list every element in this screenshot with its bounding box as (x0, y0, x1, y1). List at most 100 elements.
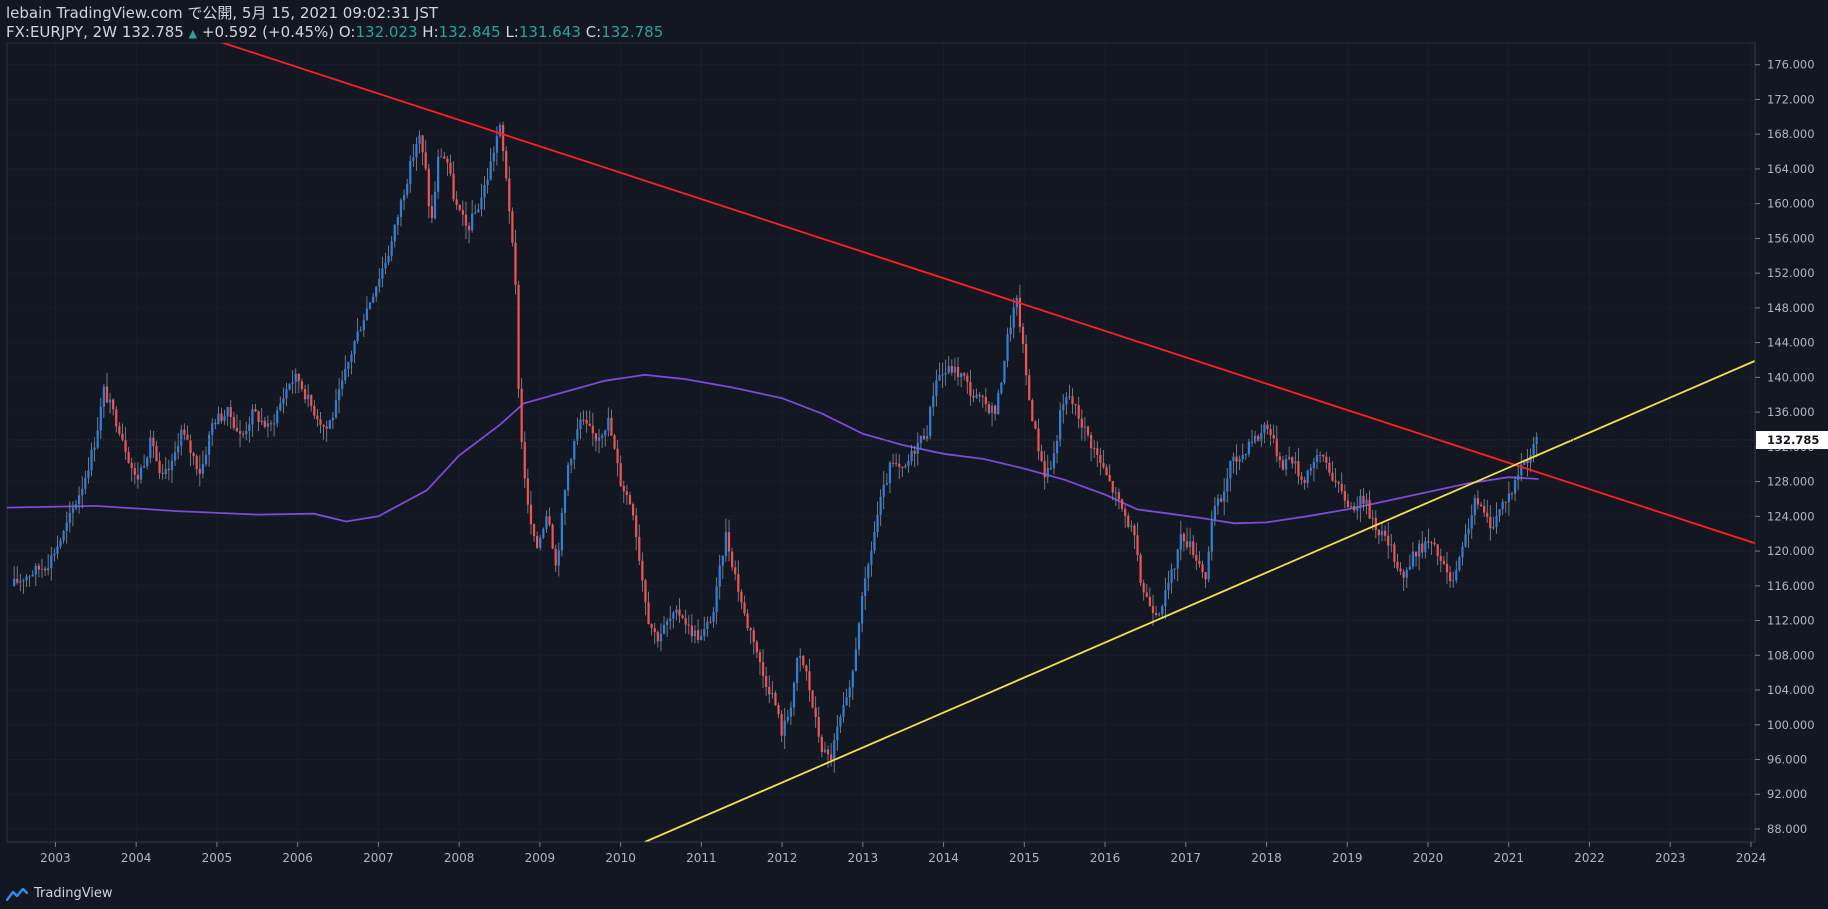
candle-up (211, 423, 214, 435)
candle-up (1250, 441, 1254, 443)
candle-up (910, 450, 913, 462)
candle-down (1031, 400, 1034, 422)
candle-down (424, 152, 427, 169)
candle-up (291, 382, 294, 384)
open-value: 132.023 (355, 23, 418, 41)
x-tick-label: 2019 (1332, 851, 1363, 865)
candle-up (486, 179, 489, 185)
candle-down (1201, 564, 1204, 573)
candle-down (613, 435, 616, 449)
candle-up (170, 460, 174, 471)
candle-up (248, 424, 251, 432)
candle-up (876, 514, 879, 533)
candle-up (217, 413, 220, 425)
candle-down (755, 641, 758, 653)
candle-down (536, 536, 539, 548)
candle-down (511, 211, 514, 243)
candle-up (344, 368, 347, 381)
y-tick-label: 148.000 (1767, 301, 1815, 315)
candle-up (560, 512, 564, 551)
candle-up (953, 367, 957, 373)
candle-down (1034, 421, 1037, 429)
candle-down (734, 567, 737, 575)
candle-up (84, 478, 87, 489)
x-tick-label: 2022 (1574, 851, 1605, 865)
support-trendline[interactable] (644, 360, 1755, 842)
candle-up (418, 135, 421, 145)
candle-down (517, 284, 520, 389)
candle-down (115, 409, 118, 427)
candle-up (882, 484, 885, 497)
candle-down (768, 687, 771, 695)
candle-up (415, 144, 418, 158)
x-tick-label: 2021 (1493, 851, 1524, 865)
candle-down (616, 448, 619, 464)
candle-down (1483, 505, 1486, 513)
candle-up (480, 197, 483, 210)
candle-up (1380, 530, 1384, 536)
candle-down (1448, 572, 1452, 582)
candle-down (1148, 596, 1152, 607)
moving-average-series (7, 373, 1539, 525)
y-tick-label: 112.000 (1767, 614, 1815, 628)
candle-up (789, 707, 793, 717)
last-price-label: 132.785 (1767, 433, 1819, 447)
candle-down (1127, 515, 1130, 528)
candle-up (56, 546, 59, 554)
candle-up (1523, 459, 1526, 465)
candle-down (956, 367, 960, 378)
candle-down (554, 548, 557, 566)
y-tick-label: 160.000 (1767, 197, 1815, 211)
candle-up (573, 440, 576, 460)
candle-down (650, 624, 653, 629)
candle-down (1133, 525, 1136, 536)
candle-up (288, 383, 291, 390)
candle-down (303, 389, 307, 400)
chart-grid (7, 43, 1755, 842)
candle-up (276, 410, 279, 424)
candle-up (1312, 461, 1316, 469)
candle-up (1263, 424, 1266, 433)
candle-up (149, 437, 152, 458)
candle-down (684, 618, 687, 625)
candle-up (477, 209, 480, 213)
candle-up (659, 633, 663, 642)
candle-down (1049, 467, 1052, 469)
candle-down (1043, 460, 1046, 478)
candle-up (226, 407, 229, 417)
candle-down (269, 423, 273, 425)
candle-up (1130, 525, 1133, 528)
candle-up (857, 623, 861, 650)
candle-down (631, 504, 635, 516)
candle-up (93, 447, 96, 450)
candle-down (1331, 472, 1334, 481)
candle-up (851, 671, 854, 688)
candle-down (638, 536, 641, 561)
candle-up (1254, 436, 1257, 442)
candle-up (102, 386, 105, 407)
candle-down (1182, 533, 1186, 542)
resistance-trendline[interactable] (213, 40, 1755, 545)
candle-up (498, 125, 502, 137)
x-tick-label: 2014 (928, 851, 959, 865)
candle-up (929, 407, 932, 436)
candle-down (737, 574, 740, 592)
branding[interactable]: TradingView (6, 886, 113, 901)
candle-down (1272, 435, 1275, 439)
candle-up (864, 578, 867, 597)
candle-down (1291, 457, 1294, 464)
candle-down (1102, 462, 1105, 468)
candle-up (350, 354, 353, 362)
high-label: H: (422, 23, 439, 41)
candle-up (799, 656, 802, 658)
candle-up (372, 296, 375, 303)
candle-up (387, 255, 390, 263)
candle-up (607, 417, 610, 431)
candle-down (167, 468, 170, 471)
low-label: L: (505, 23, 519, 41)
candle-up (1065, 397, 1068, 405)
candle-up (201, 464, 205, 474)
candle-up (353, 341, 356, 355)
y-tick-label: 120.000 (1767, 544, 1815, 558)
